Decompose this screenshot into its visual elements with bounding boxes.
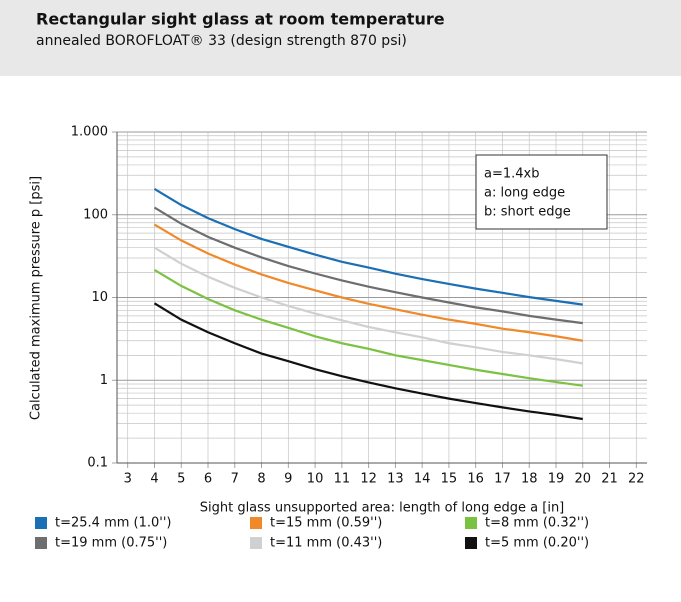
x-tick-label: 3 (124, 472, 132, 487)
legend-swatch (465, 537, 477, 549)
x-tick-label: 6 (204, 472, 212, 487)
legend-label: t=5 mm (0.20'') (485, 536, 589, 551)
x-tick-label: 14 (414, 472, 431, 487)
x-tick-label: 12 (360, 472, 377, 487)
x-tick-label: 20 (574, 472, 591, 487)
legend-swatch (250, 537, 262, 549)
y-tick-label: 100 (83, 207, 108, 222)
legend-swatch (35, 537, 47, 549)
chart-title: Rectangular sight glass at room temperat… (36, 10, 445, 29)
legend-label: t=19 mm (0.75'') (55, 536, 167, 551)
line-series (153, 302, 583, 421)
x-tick-label: 21 (601, 472, 618, 487)
annotation: b: short edge (484, 205, 571, 220)
x-tick-label: 10 (307, 472, 324, 487)
legend-swatch (465, 517, 477, 529)
line-series (153, 246, 583, 365)
y-tick-label: 1 (100, 373, 108, 388)
line-series (153, 269, 583, 387)
y-tick-label: 0.1 (87, 456, 108, 471)
x-tick-label: 13 (387, 472, 404, 487)
x-tick-label: 9 (284, 472, 292, 487)
line-series (153, 188, 583, 306)
x-tick-label: 15 (441, 472, 458, 487)
x-tick-label: 18 (521, 472, 538, 487)
legend-swatch (35, 517, 47, 529)
annotation-box (475, 154, 608, 230)
legend-label: t=25.4 mm (1.0'') (55, 516, 172, 531)
x-tick-label: 7 (231, 472, 239, 487)
x-tick-label: 4 (150, 472, 158, 487)
x-tick-label: 11 (334, 472, 351, 487)
header (0, 0, 681, 76)
x-tick-label: 16 (467, 472, 484, 487)
legend-swatch (250, 517, 262, 529)
x-tick-label: 17 (494, 472, 511, 487)
chart-subtitle: annealed BOROFLOAT® 33 (design strength … (36, 33, 407, 49)
line-series (153, 206, 583, 325)
legend-label: t=11 mm (0.43'') (270, 536, 382, 551)
x-tick-label: 5 (177, 472, 185, 487)
y-tick-label: 1.000 (71, 125, 108, 140)
annotation: a=1.4xb (484, 167, 539, 182)
x-axis-label: Sight glass unsupported area: length of … (200, 501, 565, 516)
legend-label: t=15 mm (0.59'') (270, 516, 382, 531)
x-tick-label: 22 (628, 472, 645, 487)
x-tick-label: 8 (257, 472, 265, 487)
y-tick-label: 10 (91, 290, 108, 305)
legend-label: t=8 mm (0.32'') (485, 516, 589, 531)
y-axis-label: Calculated maximum pressure p [psi] (29, 176, 44, 420)
line-series (153, 223, 583, 342)
x-tick-label: 19 (548, 472, 565, 487)
annotation: a: long edge (484, 186, 565, 201)
